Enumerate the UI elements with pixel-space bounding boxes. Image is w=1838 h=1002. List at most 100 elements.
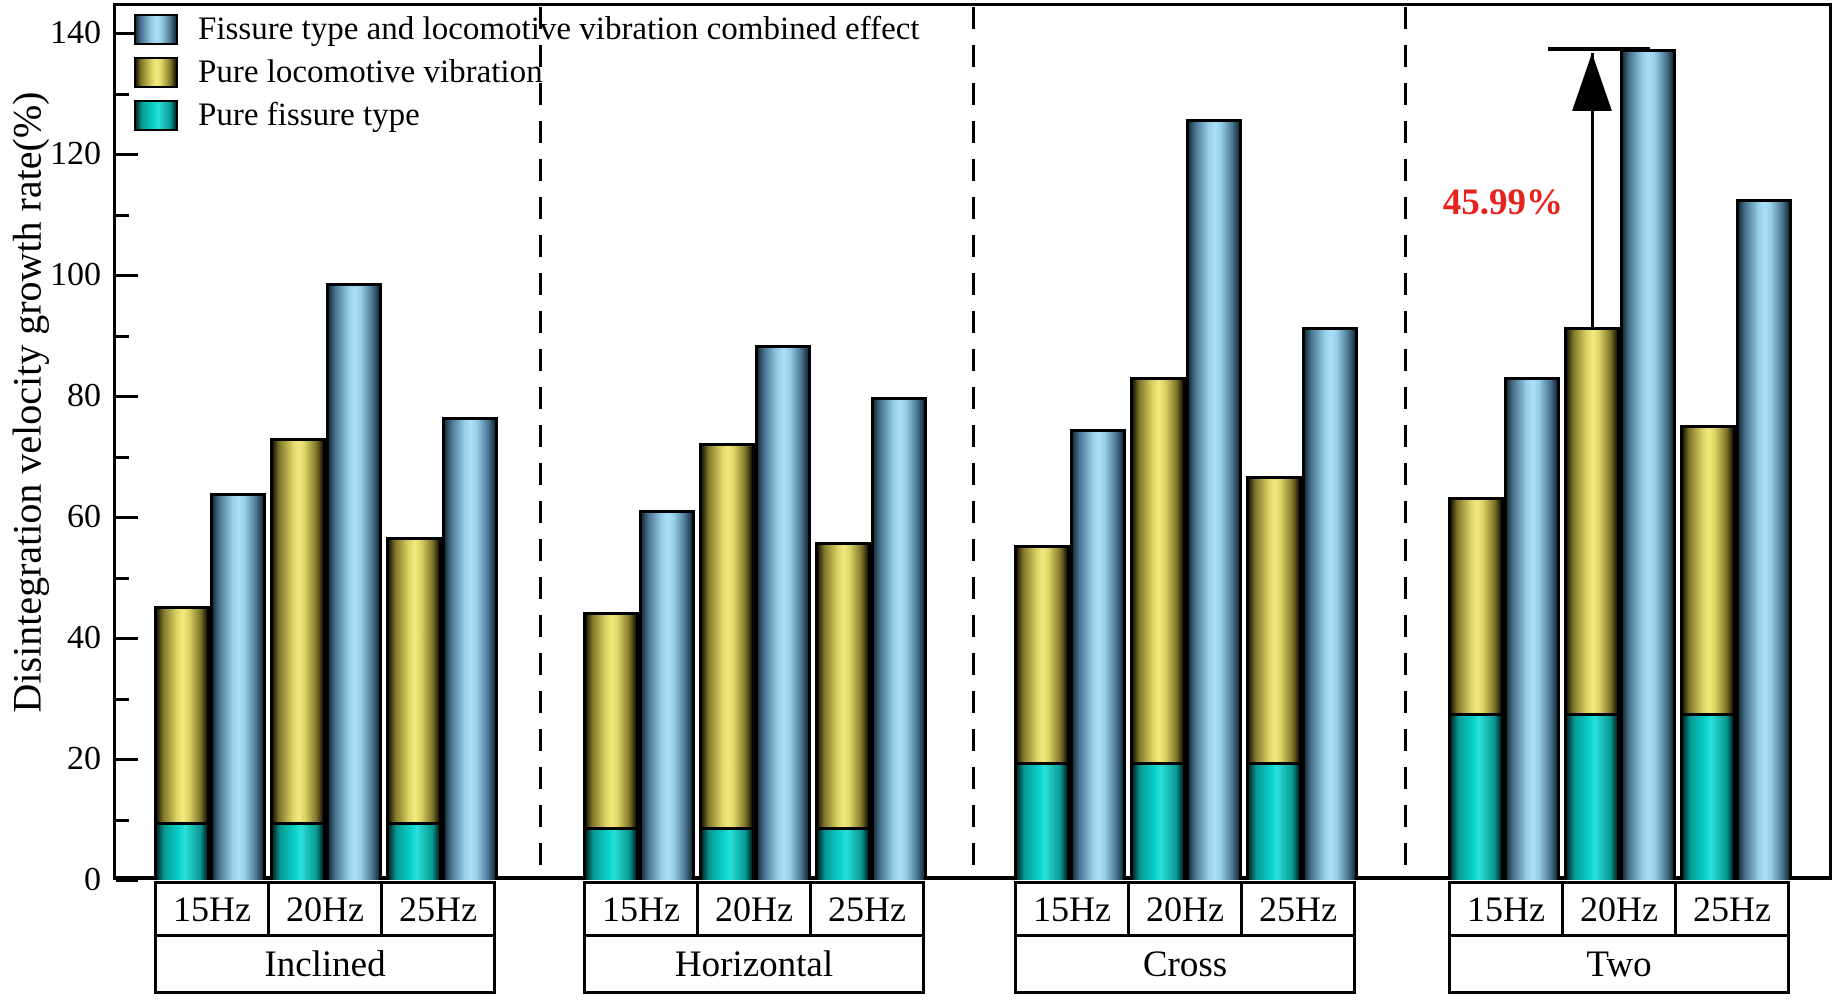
frequency-label: 15Hz <box>583 881 699 937</box>
y-tick-label: 120 <box>50 135 101 173</box>
segment-pure-fissure-horizontal-15hz <box>583 826 639 880</box>
segment-pure-fissure-two-25hz <box>1680 713 1736 880</box>
segment-pure-fissure-horizontal-25hz <box>815 826 871 880</box>
y-minor-tick <box>116 818 129 822</box>
segment-pure-fissure-inclined-20hz <box>270 821 326 880</box>
bar-combined-two-20hz <box>1620 48 1676 880</box>
y-tick-label: 80 <box>67 377 101 415</box>
group-divider-line <box>539 7 542 876</box>
annotation-label: 45.99% <box>1442 182 1563 223</box>
frequency-label: 25Hz <box>809 881 925 937</box>
y-major-tick <box>116 395 138 399</box>
bar-stacked-two-20hz <box>1564 327 1620 880</box>
bar-stacked-cross-20hz <box>1130 377 1186 880</box>
legend: Fissure type and locomotive vibration co… <box>134 11 920 133</box>
legend-swatch-combined-icon <box>134 14 178 45</box>
segment-pure-locomotive-cross-20hz <box>1130 377 1186 763</box>
frequency-label: 25Hz <box>1240 881 1356 937</box>
y-tick-label: 20 <box>67 740 101 778</box>
legend-row-locomotive: Pure locomotive vibration <box>134 54 920 90</box>
bar-combined-two-25hz <box>1736 198 1792 880</box>
group-label-two: Two <box>1448 934 1790 994</box>
y-major-tick <box>116 516 138 520</box>
legend-row-combined: Fissure type and locomotive vibration co… <box>134 11 920 47</box>
group-label-horizontal: Horizontal <box>583 934 925 994</box>
frequency-label-row-inclined: 15Hz 20Hz 25Hz <box>154 881 496 937</box>
segment-pure-locomotive-inclined-20hz <box>270 438 326 822</box>
y-minor-tick <box>116 92 129 96</box>
bar-combined-inclined-20hz <box>326 283 382 880</box>
segment-pure-fissure-two-15hz <box>1448 713 1504 880</box>
y-minor-tick <box>116 334 129 338</box>
arrow-up-icon <box>1572 52 1612 111</box>
y-tick-label: 60 <box>67 498 101 536</box>
bar-combined-horizontal-25hz <box>871 397 927 880</box>
y-tick-label: 140 <box>50 14 101 52</box>
bar-stacked-inclined-20hz <box>270 438 326 880</box>
segment-pure-fissure-cross-15hz <box>1014 762 1070 880</box>
segment-pure-fissure-inclined-25hz <box>386 821 442 880</box>
segment-pure-locomotive-horizontal-20hz <box>699 443 755 827</box>
frequency-label: 20Hz <box>696 881 812 937</box>
y-minor-tick <box>116 697 129 701</box>
frequency-label: 15Hz <box>1014 881 1130 937</box>
bar-stacked-horizontal-15hz <box>583 612 639 880</box>
y-tick-label: 100 <box>50 256 101 294</box>
annotation-arrow-line <box>1590 52 1594 328</box>
segment-pure-locomotive-two-25hz <box>1680 425 1736 714</box>
frequency-label: 20Hz <box>1127 881 1243 937</box>
y-major-tick <box>116 153 138 157</box>
segment-pure-fissure-cross-20hz <box>1130 762 1186 880</box>
group-label-cross: Cross <box>1014 934 1356 994</box>
plot-frame <box>113 3 1832 880</box>
group-label-inclined: Inclined <box>154 934 496 994</box>
bar-combined-two-15hz <box>1504 377 1560 880</box>
y-major-tick <box>116 879 138 882</box>
bar-stacked-inclined-25hz <box>386 537 442 880</box>
bar-combined-cross-20hz <box>1186 119 1242 880</box>
segment-pure-locomotive-horizontal-15hz <box>583 612 639 827</box>
segment-pure-locomotive-inclined-15hz <box>154 606 210 822</box>
y-tick-label: 0 <box>84 861 101 898</box>
segment-pure-locomotive-two-20hz <box>1564 327 1620 714</box>
y-major-tick <box>116 637 138 641</box>
legend-swatch-locomotive-icon <box>134 57 178 88</box>
frequency-label: 15Hz <box>154 881 270 937</box>
segment-pure-fissure-cross-25hz <box>1246 762 1302 880</box>
bar-stacked-horizontal-25hz <box>815 541 871 880</box>
segment-pure-locomotive-horizontal-25hz <box>815 541 871 827</box>
y-major-tick <box>116 758 138 762</box>
legend-label-locomotive: Pure locomotive vibration <box>198 54 543 90</box>
segment-pure-fissure-horizontal-20hz <box>699 826 755 880</box>
bar-stacked-two-15hz <box>1448 497 1504 880</box>
segment-pure-locomotive-inclined-25hz <box>386 537 442 822</box>
bar-combined-inclined-15hz <box>210 492 266 880</box>
legend-label-fissure: Pure fissure type <box>198 97 420 133</box>
bar-stacked-cross-15hz <box>1014 544 1070 880</box>
group-divider-line <box>972 7 975 876</box>
y-major-tick <box>116 32 138 36</box>
frequency-label: 20Hz <box>1561 881 1677 937</box>
legend-swatch-fissure-icon <box>134 100 178 131</box>
legend-label-combined: Fissure type and locomotive vibration co… <box>198 11 920 47</box>
bar-stacked-inclined-15hz <box>154 606 210 880</box>
frequency-label-row-two: 15Hz 20Hz 25Hz <box>1448 881 1790 937</box>
segment-pure-fissure-inclined-15hz <box>154 821 210 880</box>
y-minor-tick <box>116 455 129 459</box>
y-tick-label: 40 <box>67 619 101 657</box>
y-major-tick <box>116 274 138 278</box>
segment-pure-locomotive-cross-15hz <box>1014 544 1070 763</box>
bar-stacked-cross-25hz <box>1246 475 1302 880</box>
frequency-label-row-horizontal: 15Hz 20Hz 25Hz <box>583 881 925 937</box>
frequency-label-row-cross: 15Hz 20Hz 25Hz <box>1014 881 1356 937</box>
annotation-cap-line <box>1548 46 1650 51</box>
bar-combined-horizontal-20hz <box>755 345 811 880</box>
frequency-label: 25Hz <box>380 881 496 937</box>
y-minor-tick <box>116 576 129 580</box>
frequency-label: 20Hz <box>267 881 383 937</box>
frequency-label: 15Hz <box>1448 881 1564 937</box>
segment-pure-fissure-two-20hz <box>1564 713 1620 880</box>
segment-pure-locomotive-two-15hz <box>1448 497 1504 714</box>
bar-combined-cross-25hz <box>1302 327 1358 880</box>
